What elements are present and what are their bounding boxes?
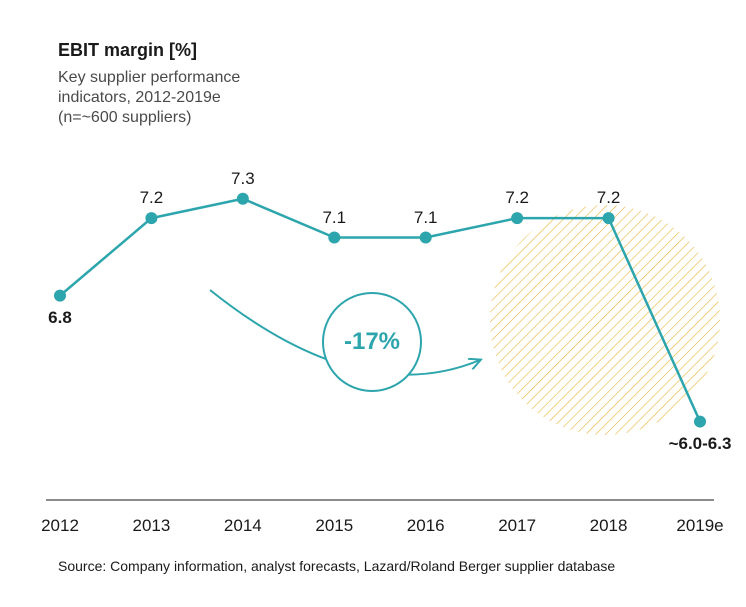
change-callout-text: -17% [344, 328, 400, 356]
x-axis-label: 2014 [224, 516, 262, 536]
value-label: 7.3 [231, 169, 255, 189]
data-point [420, 232, 432, 244]
x-axis-label: 2012 [41, 516, 79, 536]
x-axis-label: 2016 [407, 516, 445, 536]
data-point [511, 212, 523, 224]
data-point [145, 212, 157, 224]
data-point [328, 232, 340, 244]
data-point [54, 290, 66, 302]
data-point [603, 212, 615, 224]
value-label: ~6.0-6.3 [669, 434, 732, 454]
chart-source: Source: Company information, analyst for… [58, 558, 615, 574]
x-axis-label: 2019e [676, 516, 723, 536]
x-axis-label: 2015 [315, 516, 353, 536]
value-label: 7.2 [505, 188, 529, 208]
x-axis-label: 2013 [133, 516, 171, 536]
value-label: 7.2 [597, 188, 621, 208]
value-label: 6.8 [48, 308, 72, 328]
data-point [694, 416, 706, 428]
highlight-circle [490, 205, 720, 435]
value-label: 7.1 [414, 208, 438, 228]
x-axis-label: 2018 [590, 516, 628, 536]
value-label: 7.1 [322, 208, 346, 228]
ebit-margin-chart: EBIT margin [%] Key supplier performance… [0, 0, 746, 607]
change-callout: -17% [322, 292, 422, 392]
data-point [237, 193, 249, 205]
x-axis-label: 2017 [498, 516, 536, 536]
value-label: 7.2 [140, 188, 164, 208]
